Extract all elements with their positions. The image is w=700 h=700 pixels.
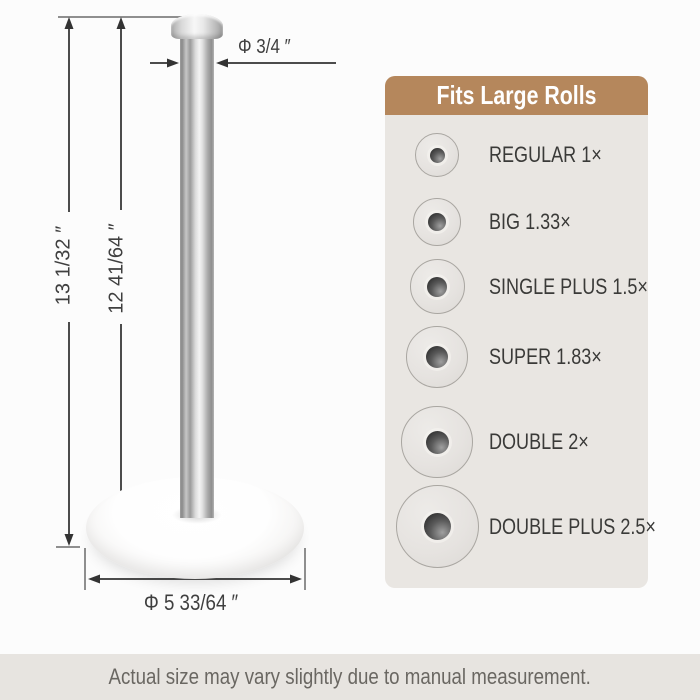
paper-roll-icon [413,198,461,246]
roll-size-label: DOUBLE 2× [489,429,589,454]
roll-row-double-plus: DOUBLE PLUS 2.5× [385,485,693,568]
roll-size-label: DOUBLE PLUS 2.5× [489,513,656,539]
roll-size-label: REGULAR 1× [489,142,602,167]
roll-core-hole [429,147,445,163]
paper-roll-icon [401,406,473,478]
total-height-label: 13 1/32 ″ [52,225,75,306]
pole-diameter-label: Φ 3/4 ″ [238,36,291,58]
panel-header: Fits Large Rolls [385,76,648,115]
roll-row-super: SUPER 1.83× [385,326,627,388]
roll-row-single-plus: SINGLE PLUS 1.5× [385,259,683,314]
fits-large-rolls-panel: Fits Large Rolls REGULAR 1× BIG 1.33× SI… [385,76,656,588]
roll-size-label: SINGLE PLUS 1.5× [489,273,648,299]
panel-title: Fits Large Rolls [436,80,597,110]
roll-core-hole [423,513,451,540]
paper-roll-icon [409,259,465,314]
roll-core-hole [426,346,448,368]
paper-roll-icon [415,133,459,177]
pole-height-label: 12 41/64 ″ [105,223,128,314]
roll-core-hole [427,276,447,297]
base-diameter-label: Φ 5 33/64 ″ [143,590,239,615]
roll-core-hole [425,430,449,454]
roll-row-double: DOUBLE 2× [385,406,611,478]
measurement-disclaimer-bar: Actual size may vary slightly due to man… [0,654,700,700]
roll-row-regular: REGULAR 1× [385,133,627,177]
paper-roll-icon [406,326,468,388]
measurement-disclaimer-text: Actual size may vary slightly due to man… [108,664,592,689]
steel-pole [180,33,214,518]
roll-size-label: SUPER 1.83× [489,344,602,369]
roll-size-label: BIG 1.33× [489,209,571,234]
roll-core-hole [428,213,446,231]
pole-top-cap [171,14,223,39]
paper-roll-icon [395,485,479,568]
roll-row-big: BIG 1.33× [385,198,589,246]
